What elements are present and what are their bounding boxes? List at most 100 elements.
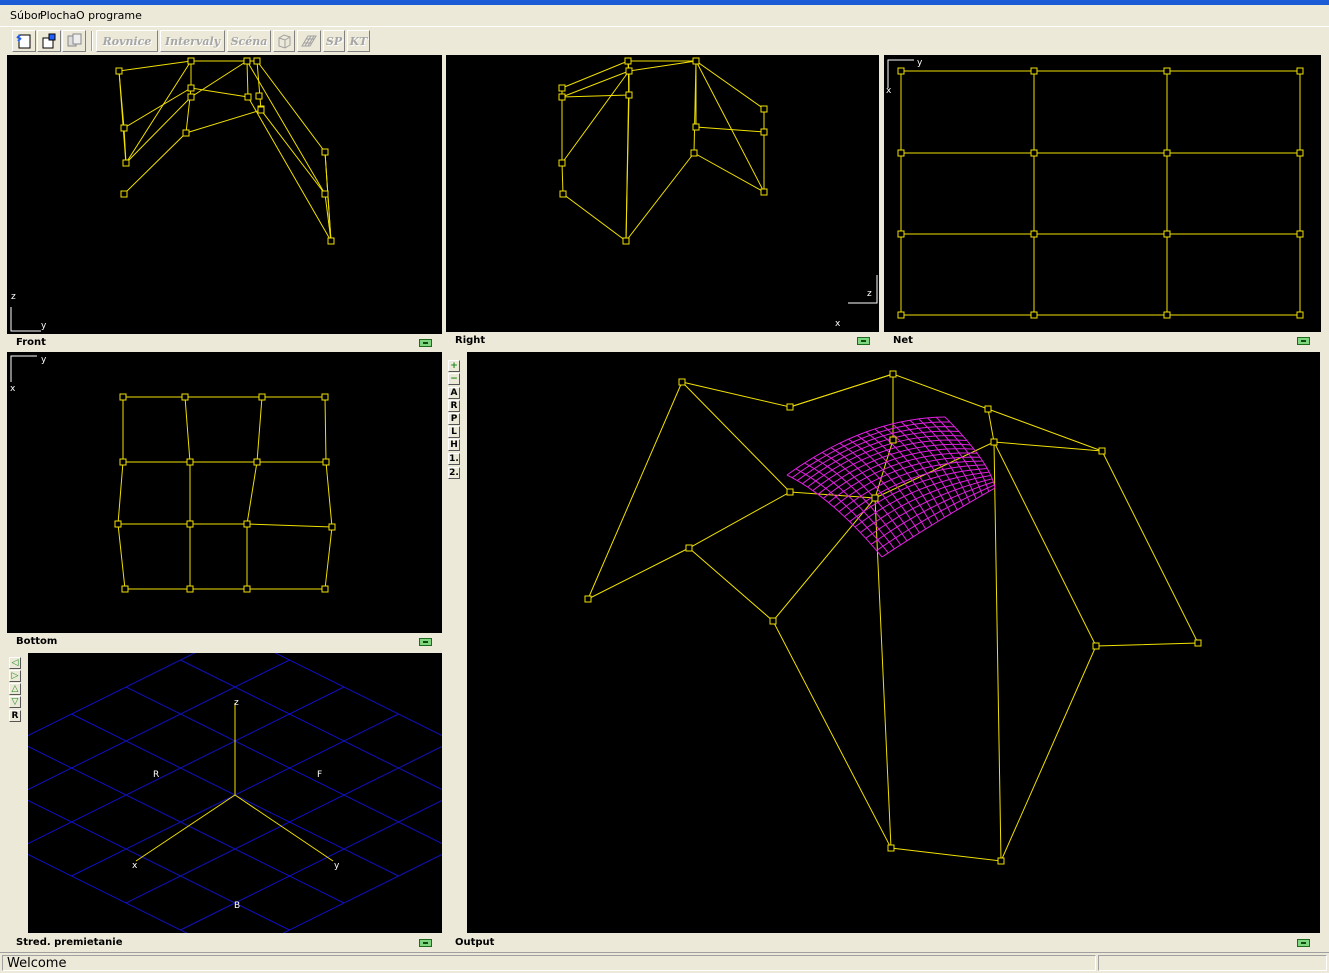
control-point [786,403,794,411]
zoom-out-button[interactable]: − [448,373,460,385]
open-file-button[interactable] [37,30,61,52]
right-wireframe [558,57,878,304]
output-edge [874,497,892,849]
control-point [1030,311,1038,319]
right-panel-title: Right [455,335,486,346]
control-net-line [118,523,333,528]
control-point [871,494,879,502]
control-point [253,458,261,466]
right-edge [561,69,630,164]
front-edge [324,193,332,242]
tool-a-button[interactable]: A [448,387,460,399]
control-point [119,458,127,466]
grid-surface-button[interactable] [297,30,321,52]
net-minimize-icon[interactable] [1297,337,1310,345]
axis-x-label: x [132,861,138,871]
control-point [887,844,895,852]
new-document-button[interactable] [12,30,36,52]
front-edge [125,60,192,164]
x-axis [135,794,236,862]
control-point [559,190,567,198]
control-point [119,393,127,401]
menu-plocha[interactable]: Plocha [40,9,77,22]
control-point [692,123,700,131]
copy-button[interactable] [62,30,86,52]
front-edge [118,60,257,72]
tool-2-button[interactable]: 2. [448,467,460,479]
center-projection-panel: ◁ ▷ △ ▽ R z x y R F B Stred. premietanie [6,652,443,950]
control-point [121,585,129,593]
output-view[interactable] [467,352,1320,933]
control-point [769,617,777,625]
grid-surface-icon [301,35,317,47]
right-panel: z x Right [445,54,881,350]
axis-corner [10,307,41,332]
tool-r-button[interactable]: R [448,400,460,412]
right-view[interactable]: z x [446,55,879,332]
scena-button[interactable]: Scéna [227,30,271,52]
control-point [760,105,768,113]
surface-mesh-line [935,416,990,492]
rotate-left-button[interactable]: ◁ [9,657,21,669]
tool-l-button[interactable]: L [448,426,460,438]
control-point [187,93,195,101]
surface-mesh-line [881,487,996,558]
control-point [984,405,992,413]
control-point [1194,639,1202,647]
toolbar-separator [91,31,93,51]
control-point [321,148,329,156]
output-panel-title: Output [455,937,495,948]
control-point [897,311,905,319]
grid-line [28,659,290,791]
control-point [889,436,897,444]
control-point [760,128,768,136]
control-point [1163,230,1171,238]
front-marker-label: F [317,770,323,780]
open-file-icon [42,33,56,49]
control-point [889,370,897,378]
kt-button[interactable]: KT [347,30,370,52]
rotate-right-button[interactable]: ▷ [9,670,21,682]
zoom-in-button[interactable]: + [448,360,460,372]
rotate-up-button[interactable]: △ [9,683,21,695]
front-edge [125,60,248,164]
status-bar: Welcome [0,952,1329,973]
sp-button[interactable]: SP [323,30,345,52]
control-point [1030,149,1038,157]
control-point [1296,230,1304,238]
center-projection-view[interactable]: z x y R F B [28,653,442,933]
right-edge [625,152,695,242]
axis-z-label: z [11,292,16,302]
net-view[interactable]: y x [884,55,1321,332]
output-edge [772,450,1199,862]
front-edge [123,109,326,195]
rovnice-button[interactable]: Rovnice [96,30,158,52]
tool-p-button[interactable]: P [448,413,460,425]
intervaly-button[interactable]: Intervaly [160,30,225,52]
right-minimize-icon[interactable] [857,337,870,345]
control-point [243,520,251,528]
control-point [114,520,122,528]
output-minimize-icon[interactable] [1297,939,1310,947]
cube-button[interactable] [273,30,295,52]
front-view[interactable]: z y [7,55,442,334]
control-point [692,57,700,65]
bottom-view[interactable]: y x [7,352,442,633]
control-point [685,544,693,552]
tool-h-button[interactable]: H [448,439,460,451]
front-edge [123,87,249,129]
menu-o-programe[interactable]: O programe [76,9,142,22]
axis-y-label: y [41,355,47,365]
axis-z-label: z [234,698,239,708]
control-point [990,438,998,446]
front-minimize-icon[interactable] [419,339,432,347]
bottom-minimize-icon[interactable] [419,638,432,646]
rotate-down-button[interactable]: ▽ [9,696,21,708]
center-minimize-icon[interactable] [419,939,432,947]
control-point [558,84,566,92]
control-net-line [324,396,333,590]
reset-view-button[interactable]: R [9,710,21,722]
surface-mesh-line [856,434,933,526]
menu-subor[interactable]: Súbor [10,9,43,22]
tool-1-button[interactable]: 1. [448,453,460,465]
